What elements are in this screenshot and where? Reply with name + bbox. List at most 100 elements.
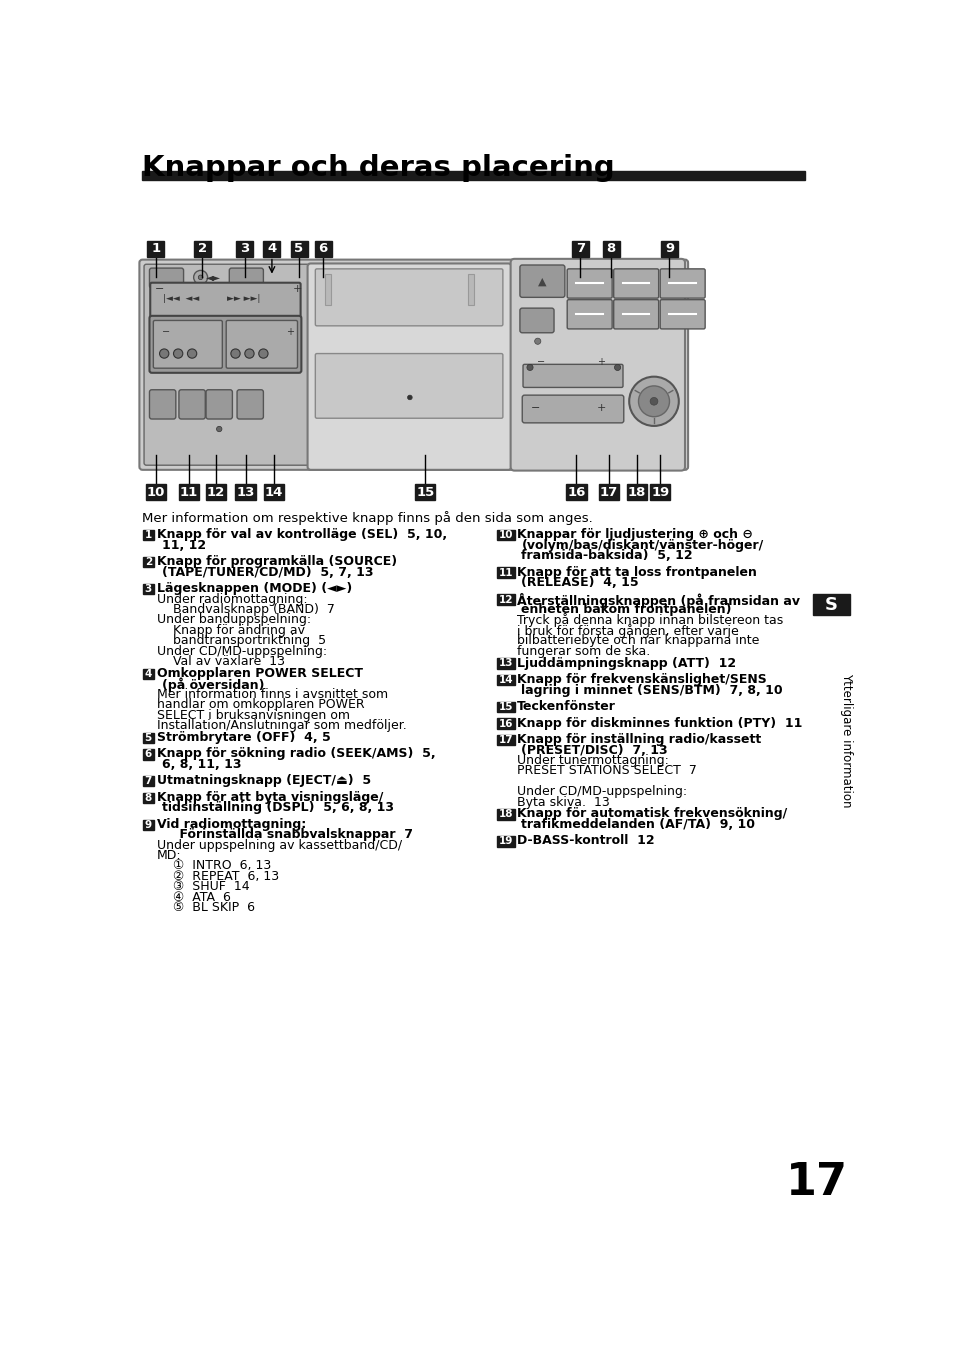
Text: 11, 12: 11, 12 — [162, 539, 206, 551]
FancyBboxPatch shape — [206, 390, 233, 419]
Text: −: − — [537, 356, 544, 367]
FancyBboxPatch shape — [659, 299, 704, 329]
Text: Lägesknappen (MODE) (◄►): Lägesknappen (MODE) (◄►) — [157, 583, 352, 595]
Text: Ytterligare information: Ytterligare information — [839, 673, 852, 808]
FancyBboxPatch shape — [179, 390, 205, 419]
Text: Knappar för ljudjustering ⊕ och ⊖: Knappar för ljudjustering ⊕ och ⊖ — [517, 528, 752, 542]
Text: bilbatteriebyte och när knapparna inte: bilbatteriebyte och när knapparna inte — [517, 634, 759, 648]
Text: 3: 3 — [240, 243, 249, 255]
Bar — [497, 595, 515, 604]
Text: fungerar som de ska.: fungerar som de ska. — [517, 645, 649, 657]
Circle shape — [231, 350, 240, 358]
FancyBboxPatch shape — [153, 320, 222, 369]
Text: ◄►: ◄► — [206, 272, 221, 282]
Text: 19: 19 — [650, 485, 669, 499]
FancyBboxPatch shape — [307, 263, 511, 470]
Circle shape — [198, 275, 203, 279]
Bar — [263, 241, 280, 256]
Text: |◄◄  ◄◄: |◄◄ ◄◄ — [163, 294, 199, 304]
Text: 6: 6 — [145, 749, 152, 759]
Bar — [602, 241, 619, 256]
Text: 4: 4 — [145, 669, 152, 679]
FancyBboxPatch shape — [229, 268, 263, 289]
Bar — [142, 793, 153, 804]
Text: handlar om omkopplaren POWER: handlar om omkopplaren POWER — [157, 698, 364, 711]
FancyBboxPatch shape — [226, 320, 297, 369]
Text: 14: 14 — [498, 675, 513, 686]
Bar — [497, 734, 515, 745]
Text: D-BASS-kontroll  12: D-BASS-kontroll 12 — [517, 835, 654, 847]
Circle shape — [638, 386, 669, 417]
Text: 5: 5 — [294, 243, 303, 255]
Bar — [314, 241, 332, 256]
FancyBboxPatch shape — [139, 260, 687, 470]
Text: ▲: ▲ — [537, 276, 546, 286]
FancyBboxPatch shape — [150, 268, 183, 289]
Text: tidsinställning (DSPL)  5, 6, 8, 13: tidsinställning (DSPL) 5, 6, 8, 13 — [162, 801, 394, 814]
Circle shape — [534, 339, 540, 344]
Text: Knapp för att ta loss frontpanelen: Knapp för att ta loss frontpanelen — [517, 565, 756, 579]
Text: i bruk för första gången, efter varje: i bruk för första gången, efter varje — [517, 623, 738, 638]
FancyBboxPatch shape — [613, 299, 658, 329]
Text: Omkopplaren POWER SELECT: Omkopplaren POWER SELECT — [157, 667, 363, 680]
Text: Knapp för val av kontrolläge (SEL)  5, 10,: Knapp för val av kontrolläge (SEL) 5, 10… — [157, 528, 447, 542]
FancyBboxPatch shape — [613, 268, 658, 298]
Text: 6: 6 — [318, 243, 328, 255]
Text: trafikmeddelanden (AF/TA)  9, 10: trafikmeddelanden (AF/TA) 9, 10 — [521, 818, 755, 831]
Text: lagring i minnet (SENS/BTM)  7, 8, 10: lagring i minnet (SENS/BTM) 7, 8, 10 — [521, 683, 782, 696]
Text: 18: 18 — [498, 809, 513, 820]
Bar — [142, 584, 153, 595]
Circle shape — [649, 397, 658, 405]
Text: Under radiomottagning:: Under radiomottagning: — [157, 592, 308, 606]
Bar — [142, 530, 153, 541]
Text: (RELEASE)  4, 15: (RELEASE) 4, 15 — [521, 576, 639, 589]
Bar — [142, 171, 804, 180]
Text: 15: 15 — [416, 485, 434, 499]
Bar — [142, 733, 153, 743]
Text: Knapp för diskminnes funktion (PTY)  11: Knapp för diskminnes funktion (PTY) 11 — [517, 717, 801, 729]
Text: 16: 16 — [498, 718, 513, 729]
Text: 3: 3 — [145, 584, 152, 595]
FancyBboxPatch shape — [519, 308, 554, 333]
FancyBboxPatch shape — [315, 268, 502, 325]
Text: Tryck på denna knapp innan bilstereon tas: Tryck på denna knapp innan bilstereon ta… — [517, 614, 782, 627]
FancyBboxPatch shape — [521, 396, 623, 423]
Text: Ljuddämpningsknapp (ATT)  12: Ljuddämpningsknapp (ATT) 12 — [517, 657, 735, 669]
Text: 16: 16 — [567, 485, 585, 499]
Text: (PRESET/DISC)  7, 13: (PRESET/DISC) 7, 13 — [521, 744, 667, 756]
Bar — [497, 836, 515, 847]
Text: Knapp för inställning radio/kassett: Knapp för inställning radio/kassett — [517, 733, 760, 747]
Text: 1: 1 — [145, 530, 152, 541]
Bar — [649, 485, 670, 500]
Bar — [146, 485, 166, 500]
FancyBboxPatch shape — [519, 266, 564, 297]
Text: ►► ►►|: ►► ►►| — [226, 294, 259, 304]
Text: 9: 9 — [664, 243, 674, 255]
Bar — [497, 675, 515, 686]
Text: S: S — [824, 596, 837, 614]
Text: bandtransportriktning  5: bandtransportriktning 5 — [157, 634, 326, 648]
Text: 10: 10 — [147, 485, 165, 499]
Bar — [193, 241, 211, 256]
Text: 7: 7 — [145, 776, 152, 786]
Text: Under CD/MD-uppspelning:: Under CD/MD-uppspelning: — [157, 645, 327, 657]
Text: ⑤  BL SKIP  6: ⑤ BL SKIP 6 — [157, 901, 255, 915]
Bar — [147, 241, 164, 256]
Circle shape — [526, 364, 533, 370]
Text: 8: 8 — [606, 243, 616, 255]
Bar — [324, 274, 331, 305]
Circle shape — [173, 350, 183, 358]
Text: 11: 11 — [498, 568, 513, 577]
Text: Knapp för automatisk frekvensökning/: Knapp för automatisk frekvensökning/ — [517, 808, 786, 821]
Text: Mer information finns i avsnittet som: Mer information finns i avsnittet som — [157, 688, 388, 701]
Text: 13: 13 — [498, 659, 513, 668]
Circle shape — [159, 350, 169, 358]
Bar — [566, 485, 586, 500]
Bar — [626, 485, 646, 500]
Text: 12: 12 — [207, 485, 225, 499]
Text: Teckenfönster: Teckenfönster — [517, 701, 615, 713]
Circle shape — [245, 350, 253, 358]
Text: 19: 19 — [498, 836, 513, 847]
Bar — [497, 659, 515, 668]
Text: Under CD/MD-uppspelning:: Under CD/MD-uppspelning: — [517, 785, 686, 798]
